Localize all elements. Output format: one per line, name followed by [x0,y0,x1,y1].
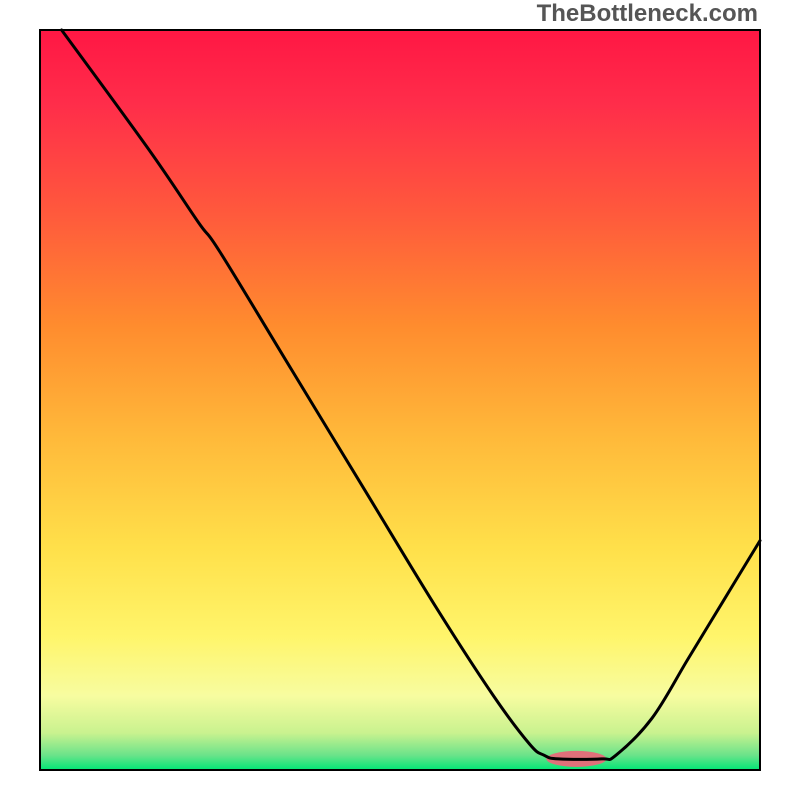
chart-container: TheBottleneck.com [0,0,800,800]
bottleneck-chart [0,0,800,800]
